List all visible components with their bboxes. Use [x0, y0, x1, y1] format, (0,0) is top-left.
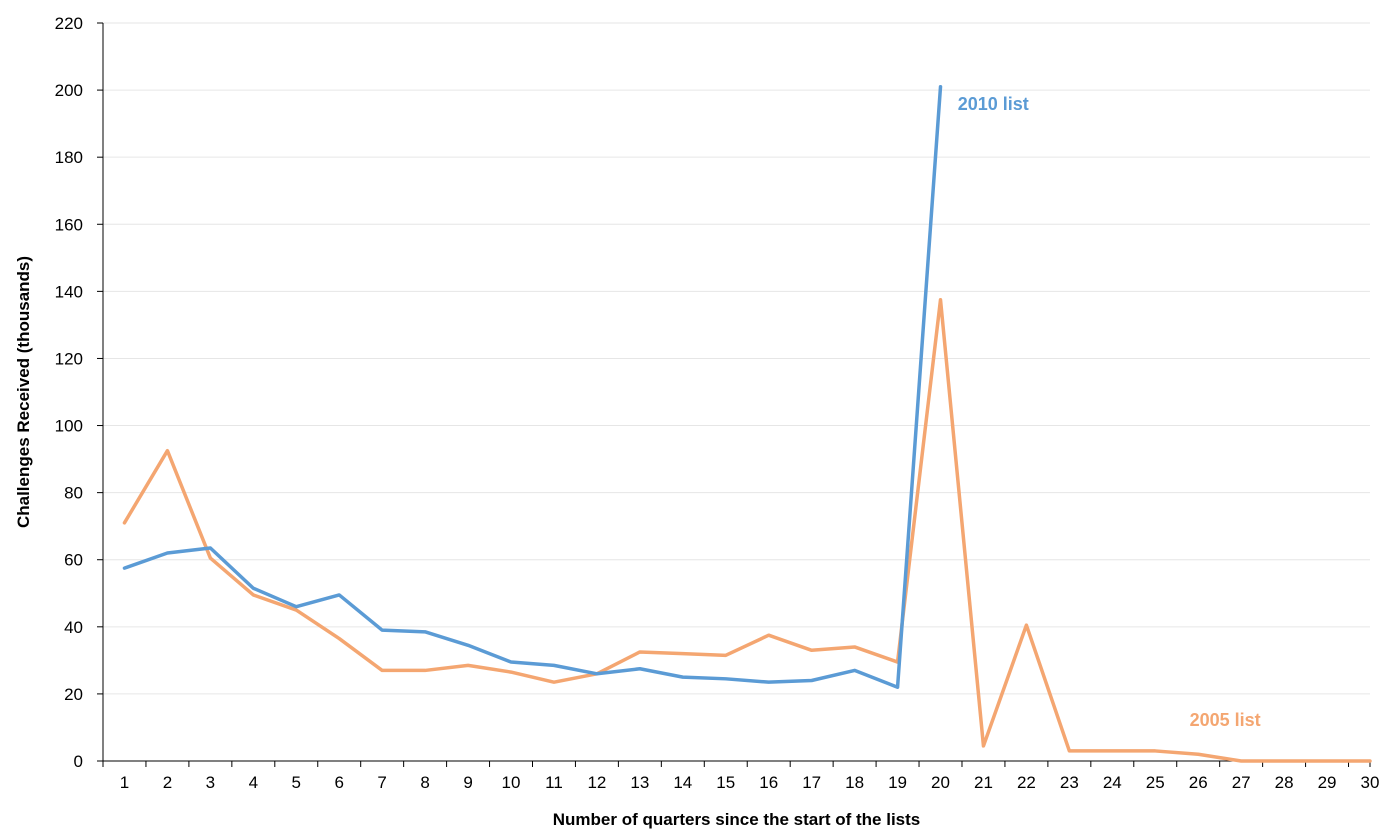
series-line-1: [122, 298, 1372, 763]
x-tick-label: 20: [931, 773, 950, 792]
y-tick-label: 80: [64, 484, 83, 503]
x-tick-label: 6: [334, 773, 343, 792]
x-tick-label: 18: [845, 773, 864, 792]
x-tick-label: 2: [163, 773, 172, 792]
x-tick-label: 21: [974, 773, 993, 792]
y-tick-label: 180: [55, 148, 83, 167]
y-tick-label: 200: [55, 81, 83, 100]
y-tick-label: 60: [64, 551, 83, 570]
x-tick-label: 17: [802, 773, 821, 792]
x-tick-label: 23: [1060, 773, 1079, 792]
x-tick-label: 3: [206, 773, 215, 792]
y-tick-label: 40: [64, 618, 83, 637]
x-tick-label: 19: [888, 773, 907, 792]
x-tick-label: 24: [1103, 773, 1122, 792]
y-tick-labels: 0 20 40 60 80 100 120 140 160 180 200 220: [55, 14, 103, 771]
x-tick-label: 28: [1275, 773, 1294, 792]
x-tick-label: 30: [1361, 773, 1380, 792]
x-tick-label: 14: [673, 773, 692, 792]
gridlines: [103, 22, 1370, 695]
y-tick-label: 160: [55, 215, 83, 234]
x-tick-label: 11: [545, 773, 563, 792]
series-line-0: [122, 84, 943, 689]
x-tick-label: 15: [716, 773, 735, 792]
x-tick-label: 5: [292, 773, 301, 792]
y-tick-label: 220: [55, 14, 83, 33]
y-axis-title: Challenges Received (thousands): [14, 256, 33, 528]
series-label-1: 2005 list: [1190, 710, 1261, 730]
x-tick-label: 27: [1232, 773, 1251, 792]
x-tick-label: 16: [759, 773, 778, 792]
x-tick-label: 22: [1017, 773, 1036, 792]
axes: [102, 23, 1370, 762]
y-tick-label: 0: [74, 752, 83, 771]
y-tick-label: 140: [55, 282, 83, 301]
x-tick-label: 13: [630, 773, 649, 792]
series-labels: 2010 list 2005 list: [958, 94, 1261, 730]
x-tick-label: 29: [1318, 773, 1337, 792]
y-tick-label: 100: [55, 417, 83, 436]
x-tick-label: 10: [502, 773, 521, 792]
x-tick-label: 12: [587, 773, 606, 792]
x-axis-title: Number of quarters since the start of th…: [553, 810, 920, 829]
x-tick-label: 4: [249, 773, 258, 792]
series-lines: [122, 84, 1372, 763]
x-tick-labels: 1 2 3 4 5 6 7 8 9 10 11 12 13 14 15 16 17 18 19 20 21 22 23 24 2…: [102, 761, 1380, 792]
series-label-0: 2010 list: [958, 94, 1029, 114]
x-tick-label: 25: [1146, 773, 1165, 792]
y-tick-label: 120: [55, 349, 83, 368]
x-tick-label: 26: [1189, 773, 1208, 792]
x-tick-label: 1: [120, 773, 129, 792]
x-tick-label: 8: [420, 773, 429, 792]
x-tick-label: 9: [463, 773, 472, 792]
y-tick-label: 20: [64, 685, 83, 704]
x-tick-label: 7: [377, 773, 386, 792]
